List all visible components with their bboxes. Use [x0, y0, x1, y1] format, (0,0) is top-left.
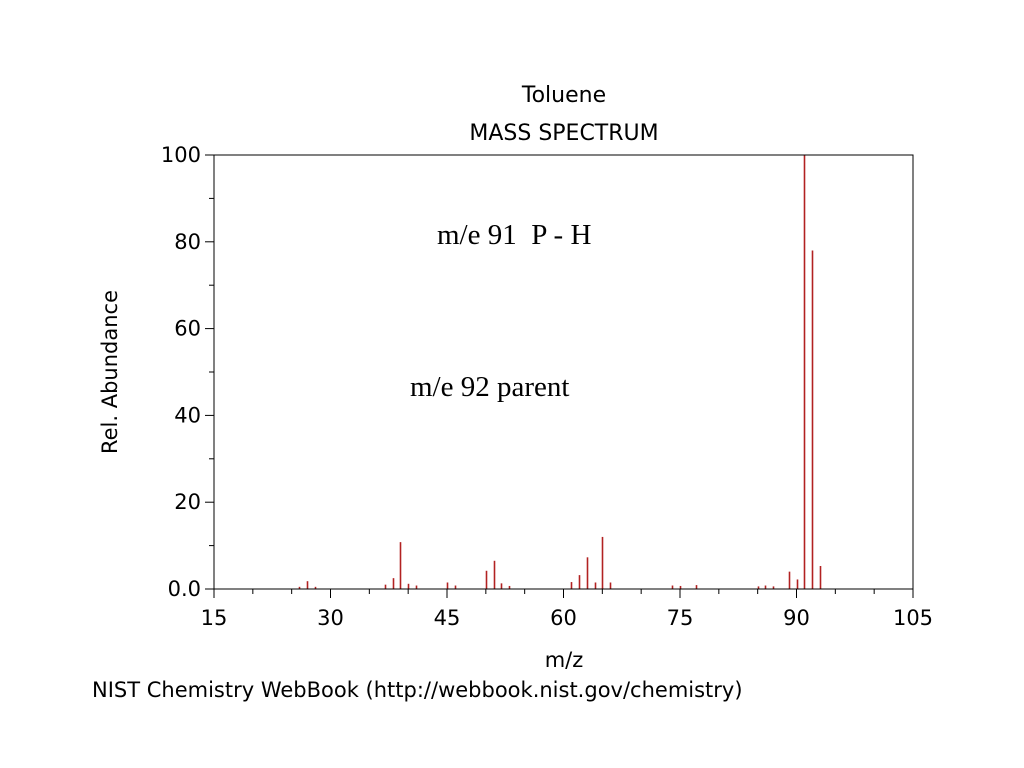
y-tick-label: 20	[174, 490, 201, 514]
chart-subtitle: MASS SPECTRUM	[469, 121, 658, 146]
x-tick-label: 30	[317, 606, 344, 630]
x-axis-ticks: 15 30 45 60 75 90 105	[201, 589, 933, 630]
x-tick-label: 75	[667, 606, 694, 630]
y-tick-label: 0.0	[168, 577, 201, 601]
x-tick-label: 45	[434, 606, 461, 630]
y-axis-label: Rel. Abundance	[98, 290, 122, 454]
annotation-pm-h: m/e 91 P - H	[437, 219, 591, 251]
y-tick-label: 80	[174, 230, 201, 254]
x-tick-label: 90	[783, 606, 810, 630]
x-tick-label: 60	[550, 606, 577, 630]
x-tick-label: 105	[893, 606, 933, 630]
chart-title: Toluene	[521, 83, 606, 108]
y-tick-label: 100	[161, 143, 201, 167]
x-axis-label: m/z	[545, 648, 584, 672]
annotation-parent: m/e 92 parent	[410, 371, 569, 403]
x-tick-label: 15	[201, 606, 228, 630]
y-axis-ticks: 0.0 20 40 60 80 100	[161, 143, 214, 601]
y-tick-label: 40	[174, 403, 201, 427]
source-credit: NIST Chemistry WebBook (http://webbook.n…	[92, 678, 743, 702]
y-tick-label: 60	[174, 317, 201, 341]
spectrum-bars	[298, 155, 822, 589]
